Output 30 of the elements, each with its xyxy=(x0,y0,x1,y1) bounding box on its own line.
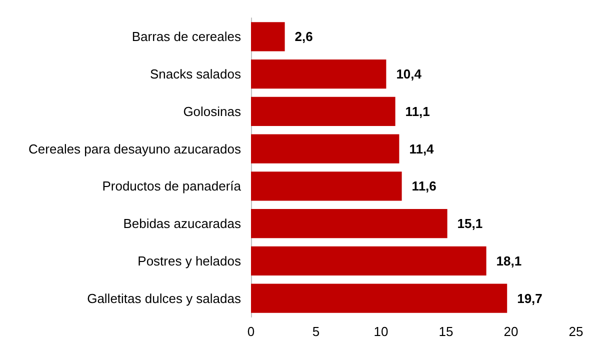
x-tick-label: 5 xyxy=(312,324,320,339)
bar xyxy=(251,96,396,126)
data-label: 11,6 xyxy=(412,178,436,194)
x-tick-label: 25 xyxy=(568,324,584,339)
y-tick-label: Snacks salados xyxy=(150,66,242,82)
data-label: 10,4 xyxy=(396,66,422,82)
data-label: 2,6 xyxy=(294,29,313,44)
y-tick-label: Galletitas dulces y saladas xyxy=(87,290,242,306)
y-tick-label: Cereales para desayuno azucarados xyxy=(28,141,242,156)
bar xyxy=(251,284,508,313)
bar xyxy=(251,246,486,276)
bar xyxy=(251,134,400,164)
y-tick-label: Barras de cereales xyxy=(132,29,242,44)
y-tick-label: Golosinas xyxy=(183,104,242,119)
x-tick-label: 15 xyxy=(438,324,454,339)
bar xyxy=(251,172,402,201)
data-label: 15,1 xyxy=(457,216,483,232)
x-tick-label: 20 xyxy=(504,324,518,339)
bar xyxy=(251,59,386,89)
data-label: 11,1 xyxy=(405,104,430,119)
data-label: 11,4 xyxy=(409,141,435,156)
data-label: 19,7 xyxy=(517,290,542,306)
data-label: 18,1 xyxy=(496,253,522,268)
y-tick-label: Productos de panadería xyxy=(102,178,242,194)
bar xyxy=(251,208,448,238)
y-tick-label: Bebidas azucaradas xyxy=(123,216,242,232)
bar xyxy=(251,22,285,52)
x-tick-label: 0 xyxy=(247,324,255,339)
x-tick-label: 10 xyxy=(374,324,388,339)
y-tick-label: Postres y helados xyxy=(138,253,242,268)
